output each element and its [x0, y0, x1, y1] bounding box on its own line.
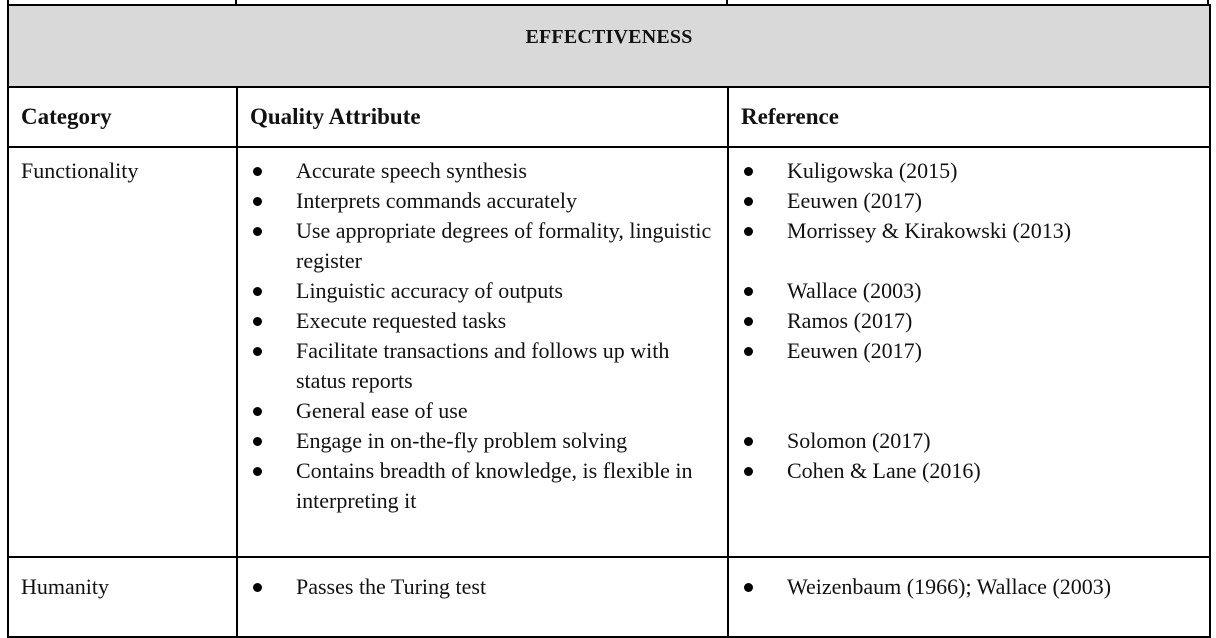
list-item: Morrissey & Kirakowski (2013)	[729, 216, 1209, 246]
table-row: Functionality Accurate speech synthesis …	[7, 146, 1212, 558]
bullet-icon	[744, 347, 753, 356]
list-item: Wallace (2003)	[729, 276, 1209, 306]
bullet-icon	[253, 197, 262, 206]
references-cell: Weizenbaum (1966); Wallace (2003)	[726, 556, 1212, 638]
list-item: Contains breadth of knowledge, is flexib…	[238, 456, 727, 516]
column-divider	[726, 0, 728, 6]
bullet-icon	[253, 347, 262, 356]
list-item: Ramos (2017)	[729, 306, 1209, 336]
list-item: Cohen & Lane (2016)	[729, 456, 1209, 486]
list-item: Solomon (2017)	[729, 426, 1209, 456]
effectiveness-table: EFFECTIVENESS Category Quality Attribute…	[6, 4, 1212, 638]
bullet-icon	[253, 287, 262, 296]
bullet-icon	[253, 407, 262, 416]
list-item: General ease of use	[238, 396, 727, 426]
header-quality-attribute: Quality Attribute	[236, 86, 729, 148]
list-item: Interprets commands accurately	[238, 186, 727, 216]
bullet-icon	[744, 167, 753, 176]
bullet-icon	[744, 287, 753, 296]
bullet-icon	[744, 437, 753, 446]
effectiveness-table-frame: EFFECTIVENESS Category Quality Attribute…	[6, 0, 1212, 638]
list-item: Execute requested tasks	[238, 306, 727, 336]
bullet-icon	[253, 437, 262, 446]
list-item: Passes the Turing test	[238, 572, 727, 602]
bullet-icon	[744, 583, 753, 592]
list-item: Engage in on-the-fly problem solving	[238, 426, 727, 456]
list-item: Use appropriate degrees of formality, li…	[238, 216, 727, 276]
previous-table-row-stub	[7, 0, 1209, 6]
list-item: Eeuwen (2017)	[729, 336, 1209, 366]
bullet-icon	[253, 167, 262, 176]
category-cell: Humanity	[7, 556, 238, 638]
bullet-icon	[253, 467, 262, 476]
bullet-icon	[253, 317, 262, 326]
header-reference: Reference	[726, 86, 1212, 148]
bullet-icon	[744, 227, 753, 236]
attributes-cell: Accurate speech synthesis Interprets com…	[236, 146, 729, 558]
bullet-icon	[744, 197, 753, 206]
bullet-icon	[253, 227, 262, 236]
bullet-icon	[744, 317, 753, 326]
list-item: Weizenbaum (1966); Wallace (2003)	[729, 572, 1209, 602]
section-title: EFFECTIVENESS	[6, 4, 1212, 88]
attributes-cell: Passes the Turing test	[236, 556, 729, 638]
header-row: Category Quality Attribute Reference	[7, 86, 1212, 148]
header-category: Category	[7, 86, 238, 148]
column-divider	[235, 0, 237, 6]
bullet-icon	[744, 467, 753, 476]
bullet-icon	[253, 583, 262, 592]
references-cell: Kuligowska (2015) Eeuwen (2017) Morrisse…	[726, 146, 1212, 558]
table-row: Humanity Passes the Turing test Weizenba…	[7, 556, 1212, 638]
list-item: Facilitate transactions and follows up w…	[238, 336, 727, 396]
list-item: Accurate speech synthesis	[238, 156, 727, 186]
list-item: Eeuwen (2017)	[729, 186, 1209, 216]
list-item: Linguistic accuracy of outputs	[238, 276, 727, 306]
list-item: Kuligowska (2015)	[729, 156, 1209, 186]
category-cell: Functionality	[7, 146, 238, 558]
